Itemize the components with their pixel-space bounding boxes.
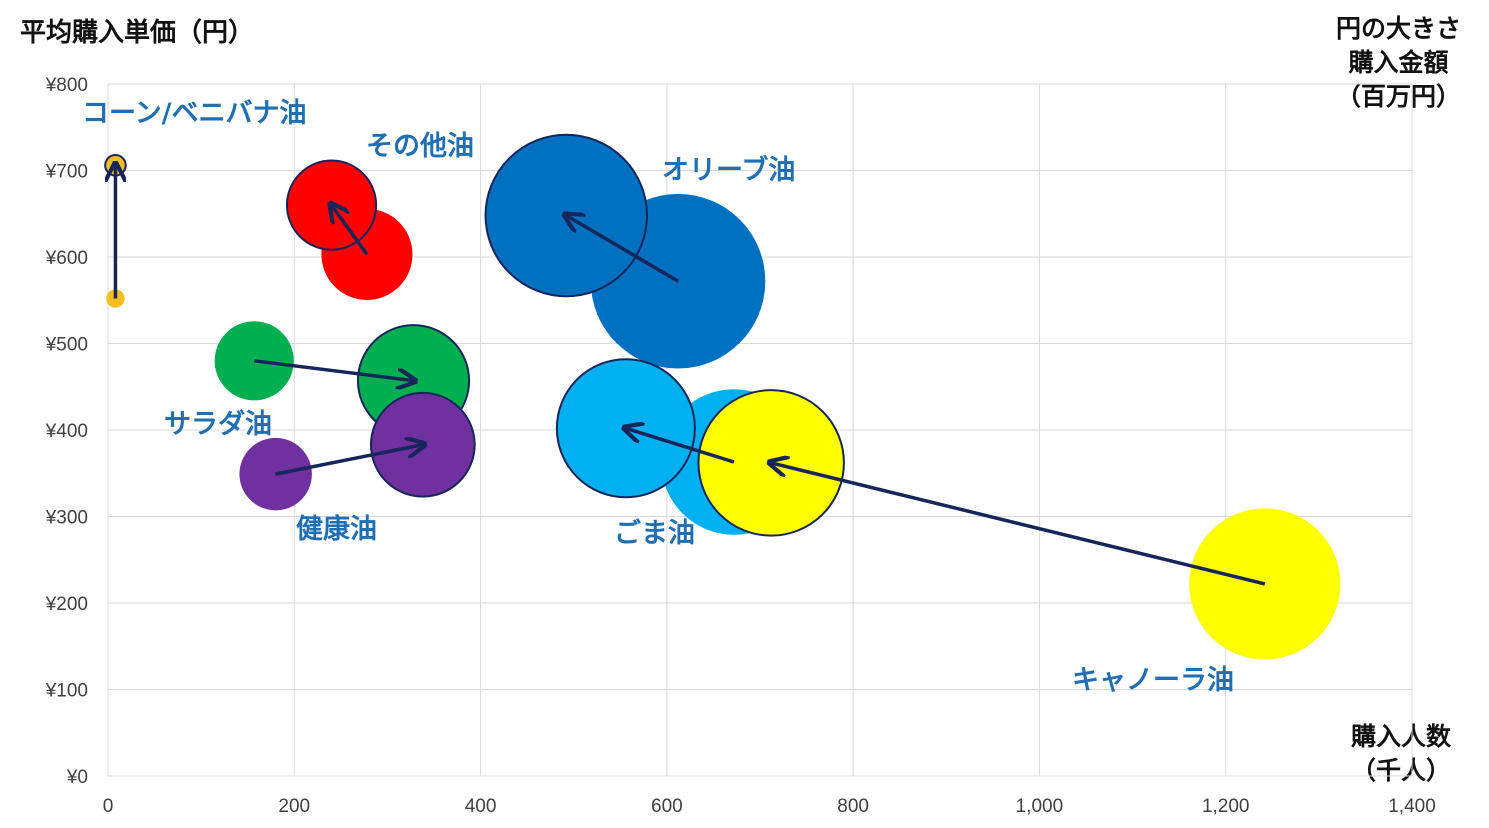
- x-axis-title-line-1: 購入人数: [1350, 722, 1451, 751]
- change-arrow: [771, 463, 1266, 586]
- series-label: キャノーラ油: [1072, 665, 1234, 696]
- y-tick-label: ¥200: [45, 594, 88, 615]
- series-label: その他油: [366, 131, 474, 162]
- x-axis-title-line-2: （千人）: [1350, 756, 1451, 785]
- change-arrow: [254, 359, 413, 381]
- arrows: [115, 165, 1266, 586]
- x-tick-label: 200: [278, 796, 310, 817]
- change-arrow: [566, 215, 679, 283]
- y-tick-label: ¥600: [45, 248, 88, 269]
- bubble-size-legend-title: 円の大きさ 購入金額 （百万円）: [1336, 12, 1461, 114]
- bubble-current: [484, 133, 648, 298]
- bubble-current: [369, 391, 476, 498]
- series-label: コーン/ベニバナ油: [82, 98, 307, 129]
- series-label: 健康油: [296, 513, 377, 545]
- x-tick-label: 400: [465, 796, 497, 817]
- x-tick-label: 800: [837, 796, 869, 817]
- x-tick-label: 0: [103, 796, 114, 817]
- change-arrow: [626, 428, 735, 464]
- axis-ticks: 0 200 400 600 800 1,000 1,200 1,400 ¥0 ¥100 ¥200 ¥3…: [45, 75, 1436, 817]
- y-axis-title: 平均購入単価（円）: [20, 18, 255, 48]
- x-tick-label: 1,000: [1016, 796, 1064, 817]
- series-label: サラダ油: [164, 408, 272, 440]
- series-label: ごま油: [614, 517, 695, 549]
- x-tick-label: 1,400: [1388, 796, 1436, 817]
- change-arrow: [332, 205, 369, 256]
- x-axis-title: 購入人数 （千人）: [1351, 720, 1451, 788]
- series-label: オリーブ油: [662, 154, 795, 186]
- y-tick-label: ¥0: [66, 767, 88, 788]
- size-legend-line-2: 購入金額: [1348, 48, 1449, 77]
- x-tick-label: 1,200: [1202, 796, 1250, 817]
- y-tick-label: ¥100: [45, 681, 88, 702]
- y-tick-label: ¥300: [45, 508, 88, 529]
- y-tick-label: ¥700: [45, 162, 88, 183]
- size-legend-line-3: （百万円）: [1335, 82, 1461, 111]
- x-tick-label: 600: [651, 796, 683, 817]
- y-tick-label: ¥400: [45, 421, 88, 442]
- y-tick-label: ¥800: [45, 75, 88, 96]
- bubbles: [104, 133, 1341, 660]
- size-legend-line-1: 円の大きさ: [1335, 14, 1461, 43]
- change-arrow: [275, 445, 423, 476]
- y-tick-label: ¥500: [45, 335, 88, 356]
